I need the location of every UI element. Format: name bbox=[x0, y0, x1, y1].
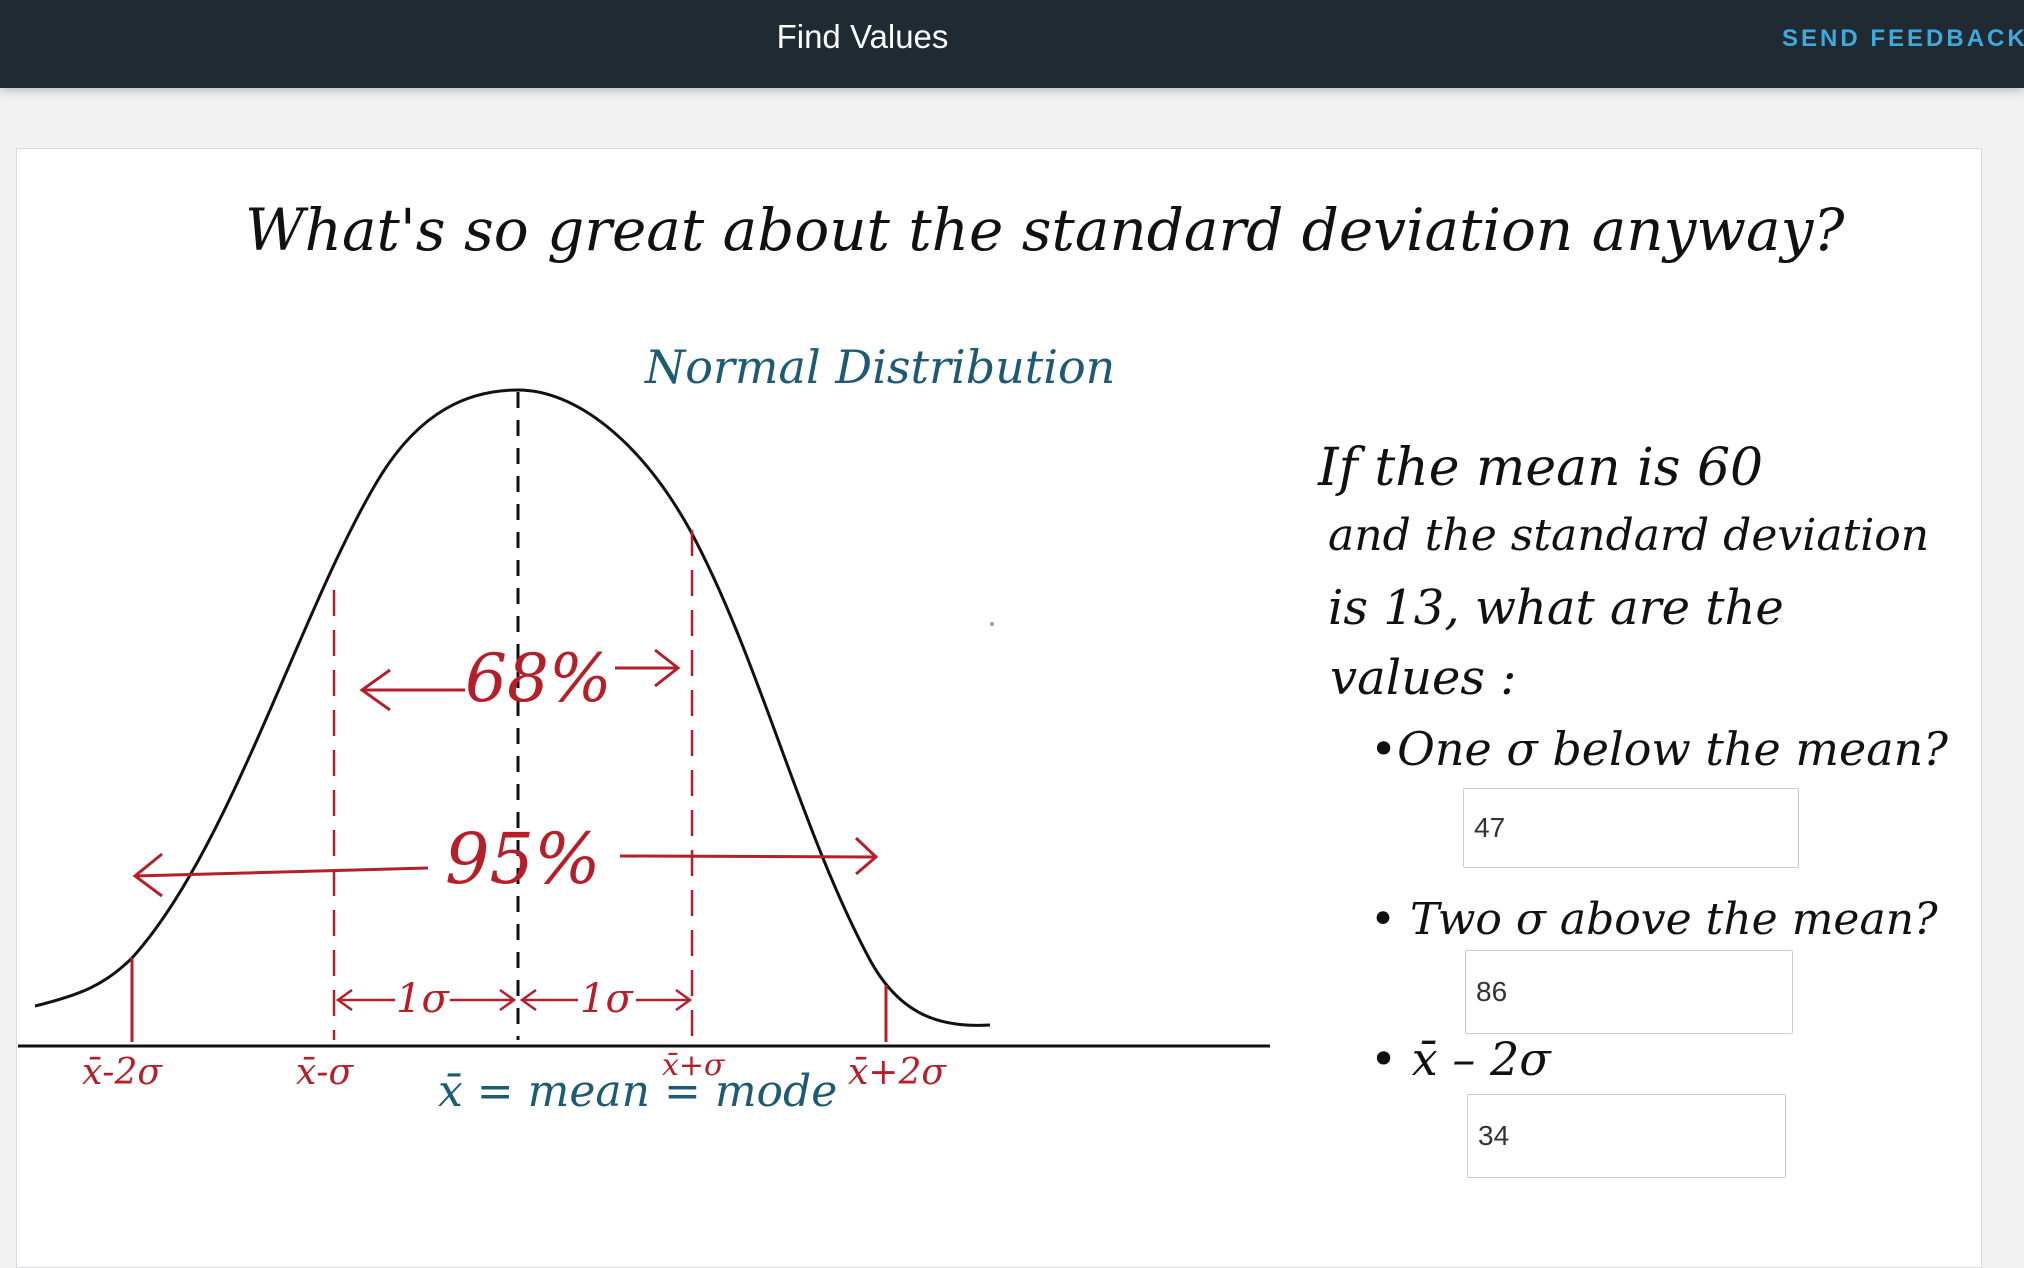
problem-line-2: and the standard deviation bbox=[1328, 510, 1930, 561]
problem-line-4: values : bbox=[1330, 650, 1517, 706]
sigma-arrowhead-right-a bbox=[499, 988, 517, 1012]
quiz-card bbox=[16, 148, 1982, 1268]
arrowhead-68-right bbox=[654, 648, 681, 688]
diagram-title: Normal Distribution bbox=[645, 340, 1116, 394]
arrowhead-68-left bbox=[359, 668, 391, 712]
arrowhead-95-left bbox=[132, 852, 163, 898]
arrow-95-right bbox=[619, 854, 877, 859]
question-3: • x̄ – 2σ bbox=[1370, 1032, 1551, 1086]
label-1sigma-right: 1σ bbox=[580, 976, 633, 1022]
page-title: Find Values bbox=[776, 18, 949, 55]
question-2: • Two σ above the mean? bbox=[1370, 894, 1938, 945]
answer-input-2[interactable] bbox=[1465, 950, 1793, 1034]
bell-curve bbox=[34, 388, 991, 1027]
label-1sigma-left: 1σ bbox=[396, 976, 449, 1022]
label-95-percent: 95% bbox=[445, 818, 601, 900]
arrowhead-95-right bbox=[854, 836, 879, 876]
axis-label-minus-1sigma: x̄-σ bbox=[296, 1052, 354, 1093]
answer-input-3[interactable] bbox=[1467, 1094, 1786, 1178]
axis-label-plus-2sigma: x̄+2σ bbox=[848, 1052, 946, 1093]
sigma-arrowhead-left-b bbox=[519, 988, 537, 1012]
axis-label-plus-1sigma: x̄+σ bbox=[662, 1048, 725, 1083]
axis-label-minus-2sigma: x̄-2σ bbox=[82, 1052, 162, 1093]
sigma-arrowhead-left-a bbox=[335, 988, 353, 1012]
send-feedback-link[interactable]: SEND FEEDBACK bbox=[1782, 25, 2024, 52]
stray-dot bbox=[990, 622, 994, 626]
problem-line-1: If the mean is 60 bbox=[1318, 438, 1764, 498]
answer-input-1[interactable] bbox=[1463, 788, 1799, 868]
problem-line-3: is 13, what are the bbox=[1328, 580, 1784, 636]
question-1: •One σ below the mean? bbox=[1370, 722, 1948, 776]
sigma-arrowhead-right-b bbox=[675, 988, 693, 1012]
arrow-95-left bbox=[134, 866, 429, 878]
lecture-heading: What's so great about the standard devia… bbox=[245, 196, 1845, 264]
mean-mode-label: x̄ = mean = mode bbox=[438, 1066, 838, 1117]
top-bar: Find Values SEND FEEDBACK bbox=[0, 0, 2024, 88]
label-68-percent: 68% bbox=[465, 640, 612, 717]
